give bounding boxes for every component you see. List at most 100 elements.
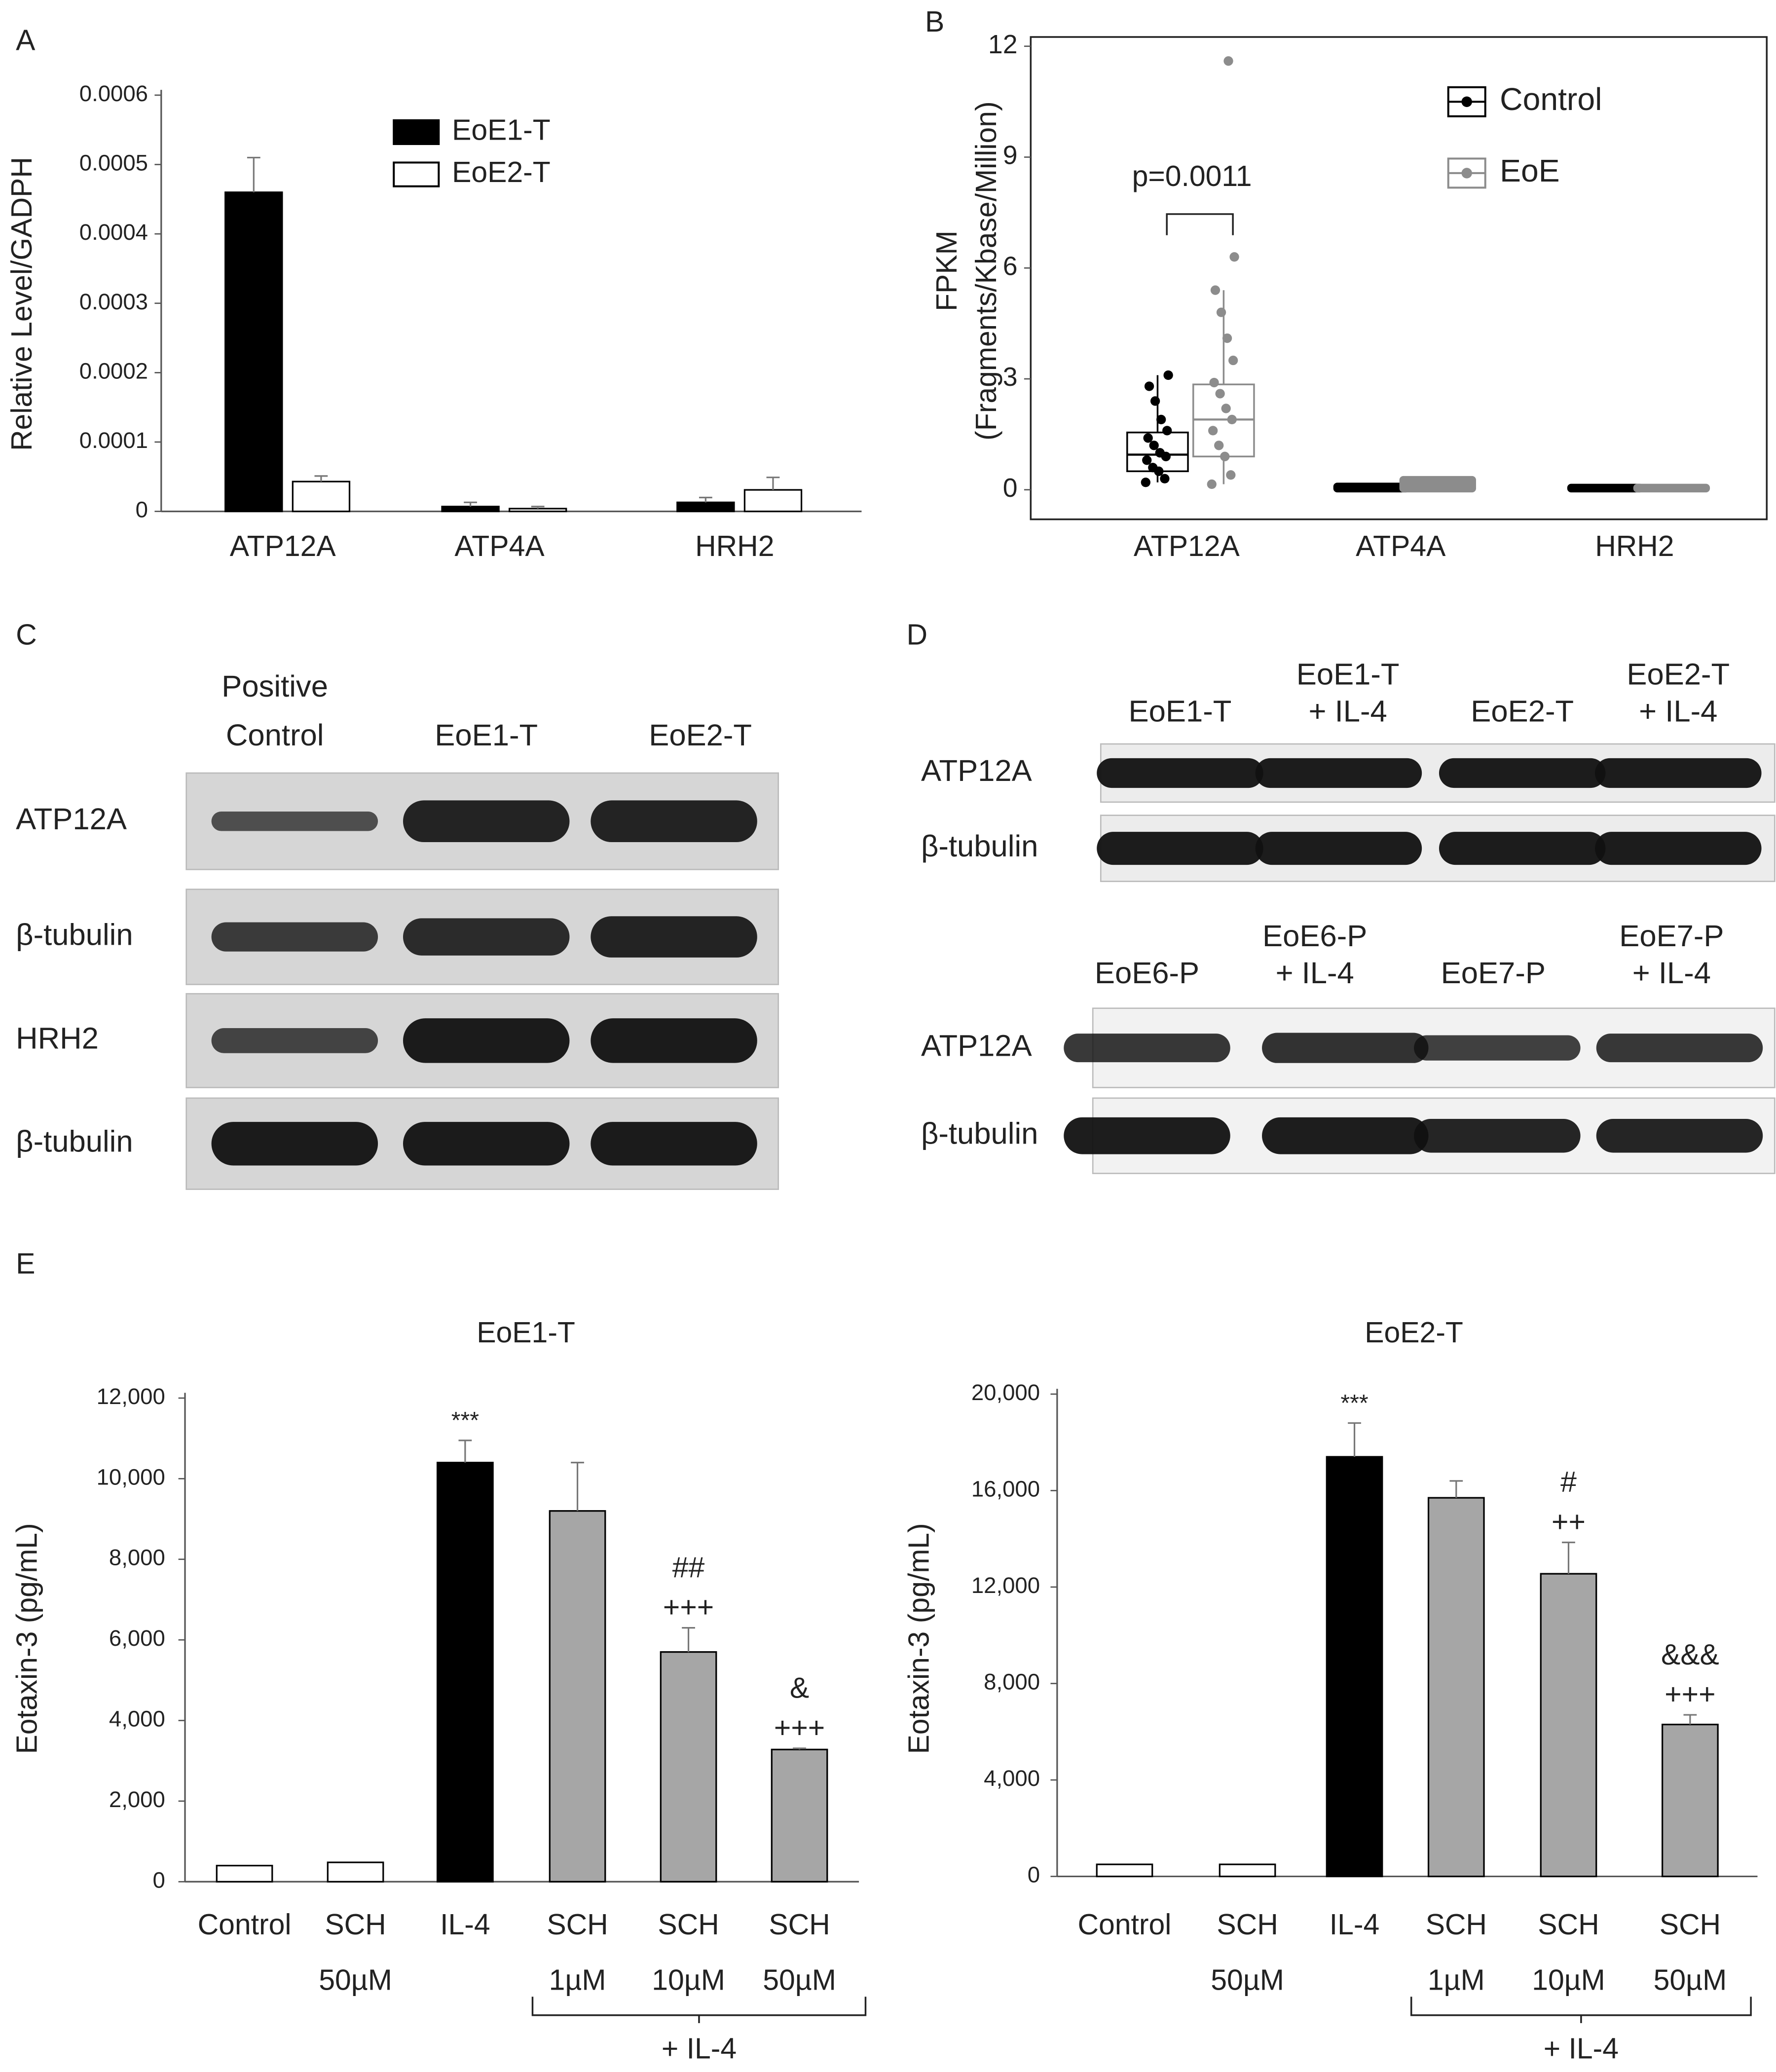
- blot-band: [1439, 832, 1606, 865]
- blot-row-label: β-tubulin: [16, 918, 133, 952]
- x-tick-label: SCH: [1217, 1909, 1278, 1941]
- data-point: [1142, 455, 1152, 465]
- panel-letter: C: [16, 619, 37, 651]
- panel-letter: B: [925, 6, 944, 38]
- y-tick-label: 6,000: [109, 1626, 165, 1651]
- point-strip: [1633, 483, 1710, 493]
- y-axis-label: Eotaxin-3 (pg/mL): [903, 1523, 935, 1754]
- group-bracket: [1410, 1997, 1752, 2023]
- data-point: [1226, 470, 1236, 480]
- data-point: [1216, 307, 1226, 317]
- x-tick-label: Control: [1078, 1909, 1172, 1941]
- data-point: [1150, 396, 1160, 406]
- y-axis-label: (Fragments/Kbase/Million): [970, 101, 1002, 440]
- data-point: [1155, 448, 1165, 458]
- blot-band: [1255, 758, 1422, 788]
- data-point: [1209, 377, 1219, 388]
- significance-mark: ++: [1552, 1506, 1586, 1538]
- legend-label: EoE2-T: [452, 156, 551, 188]
- blot-band: [1097, 832, 1263, 865]
- blot-column-label: EoE1-T: [1296, 658, 1400, 692]
- x-tick-sublabel: 50µM: [1211, 1964, 1284, 1996]
- bar: [441, 506, 500, 513]
- bar: [436, 1462, 494, 1883]
- blot-band: [1255, 832, 1422, 865]
- blot-band: [591, 800, 757, 843]
- blot-column-label: EoE2-T: [649, 718, 752, 752]
- bar: [216, 1865, 273, 1883]
- data-point: [1163, 370, 1173, 380]
- data-point: [1156, 414, 1166, 425]
- x-tick-label: ATP4A: [1356, 530, 1446, 562]
- y-axis-label: Eotaxin-3 (pg/mL): [11, 1523, 43, 1754]
- y-tick-label: 0: [1003, 474, 1018, 503]
- y-tick-label: 2,000: [109, 1787, 165, 1812]
- data-point: [1207, 479, 1217, 489]
- group-label: + IL-4: [662, 2033, 737, 2065]
- y-tick-label: 0.0004: [79, 220, 148, 245]
- x-tick-label: HRH2: [1595, 530, 1674, 562]
- data-point: [1208, 426, 1218, 436]
- significance-mark: ***: [451, 1407, 479, 1434]
- bar: [1540, 1573, 1597, 1878]
- group-bracket: [531, 1997, 867, 2023]
- blot-column-label: EoE6-P: [1095, 956, 1199, 990]
- x-tick-label: SCH: [1426, 1909, 1487, 1941]
- significance-mark: ***: [1340, 1390, 1368, 1416]
- data-point: [1141, 478, 1150, 487]
- blot-row-label: ATP12A: [921, 754, 1032, 788]
- blot-band: [591, 1018, 757, 1063]
- data-point: [1149, 441, 1159, 450]
- bar: [327, 1861, 384, 1883]
- data-point: [1210, 285, 1221, 295]
- p-value: p=0.0011: [1132, 160, 1252, 192]
- y-tick-label: 10,000: [97, 1464, 165, 1489]
- data-point: [1143, 433, 1153, 443]
- x-tick-sublabel: 1µM: [1428, 1964, 1485, 1996]
- bar: [1662, 1723, 1719, 1878]
- blot-column-label: + IL-4: [1639, 695, 1717, 729]
- data-point: [1227, 414, 1237, 425]
- bar: [1096, 1863, 1153, 1878]
- blot-band: [211, 922, 378, 952]
- x-tick-label: SCH: [325, 1909, 386, 1941]
- bar: [771, 1748, 828, 1883]
- blot-band: [1064, 1117, 1230, 1154]
- blot-column-label: EoE7-P: [1441, 956, 1546, 990]
- legend-swatch-dot: [1461, 96, 1472, 107]
- y-tick-label: 12,000: [971, 1573, 1040, 1598]
- data-point: [1162, 426, 1172, 436]
- legend-swatch-dot: [1461, 168, 1472, 179]
- x-tick-label: ATP12A: [230, 530, 336, 562]
- blot-row-label: β-tubulin: [921, 829, 1038, 863]
- bar: [508, 508, 567, 513]
- panel-letter: A: [16, 24, 36, 56]
- blot-row-label: ATP12A: [921, 1029, 1032, 1063]
- blot-band: [1262, 1117, 1429, 1154]
- y-tick-label: 8,000: [109, 1545, 165, 1570]
- data-point: [1228, 355, 1238, 366]
- blot-column-label: EoE1-T: [1129, 695, 1232, 729]
- y-tick-label: 12: [988, 30, 1018, 59]
- x-tick-label: ATP12A: [1134, 530, 1240, 562]
- y-tick-label: 0.0003: [79, 289, 148, 314]
- group-label: + IL-4: [1544, 2033, 1619, 2065]
- legend-label: EoE1-T: [452, 114, 551, 146]
- x-tick-label: Control: [198, 1909, 292, 1941]
- data-point: [1229, 252, 1239, 262]
- blot-band: [1097, 758, 1263, 788]
- blot-column-label: + IL-4: [1309, 695, 1387, 729]
- x-tick-label: HRH2: [695, 530, 774, 562]
- x-tick-label: SCH: [769, 1909, 830, 1941]
- chart-title: EoE1-T: [477, 1317, 575, 1349]
- significance-mark: ##: [672, 1552, 705, 1584]
- bar: [1427, 1497, 1485, 1878]
- y-tick-label: 0: [1028, 1862, 1040, 1887]
- blot-band: [591, 916, 757, 958]
- legend-label: EoE: [1500, 153, 1559, 188]
- blot-column-label: Positive: [222, 669, 328, 703]
- chart-title: EoE2-T: [1365, 1317, 1463, 1349]
- significance-mark: +++: [1665, 1678, 1715, 1710]
